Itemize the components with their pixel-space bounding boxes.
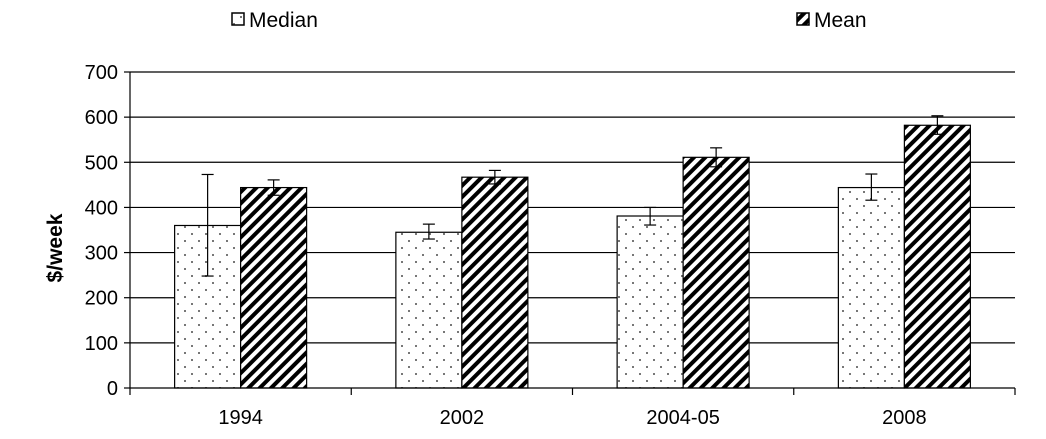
y-tick-label: 700 (85, 62, 118, 84)
x-tick-label: 2002 (440, 407, 485, 429)
y-tick-label: 600 (85, 107, 118, 129)
legend-swatch-mean (796, 12, 810, 26)
legend-label-median: Median (249, 9, 318, 32)
error-bar-mean-2002 (488, 169, 501, 185)
bars (174, 124, 971, 389)
y-tick-label: 200 (85, 288, 118, 310)
legend-label-mean: Mean (814, 9, 867, 32)
y-tick-label: 400 (85, 197, 118, 219)
bar-mean-2004-05 (682, 156, 750, 389)
x-tick-label: 1994 (218, 407, 263, 429)
error-bar-median-2008 (865, 173, 878, 201)
error-bar-mean-1994 (267, 179, 280, 196)
bar-mean-1994 (240, 186, 308, 389)
bar-mean-2002 (461, 176, 529, 389)
y-tick-label: 300 (85, 243, 118, 265)
bar-mean-2008 (903, 124, 971, 389)
legend-swatch-median (231, 12, 245, 26)
error-bar-median-1994 (201, 173, 214, 277)
bar-median-2008 (837, 186, 905, 389)
x-tick-label: 2004-05 (646, 407, 719, 429)
axes (124, 71, 1016, 395)
y-tick-label: 0 (107, 378, 118, 400)
error-bar-median-2004-05 (644, 206, 657, 226)
bar-median-2002 (395, 231, 463, 389)
legend: Median Mean (231, 9, 867, 32)
error-bars (201, 115, 944, 277)
error-bar-mean-2004-05 (710, 147, 723, 168)
y-tick-label: 500 (85, 152, 118, 174)
bar-median-2004-05 (616, 215, 684, 389)
y-tick-label: 100 (85, 333, 118, 355)
y-axis-title: $/week (44, 213, 67, 282)
x-tick-label: 2008 (882, 407, 927, 429)
error-bar-median-2002 (422, 223, 435, 240)
x-tick-labels: 1994 2002 2004-05 2008 (218, 407, 926, 429)
y-tick-labels: 0 100 200 300 400 500 600 700 (85, 62, 118, 400)
error-bar-mean-2008 (931, 115, 944, 135)
